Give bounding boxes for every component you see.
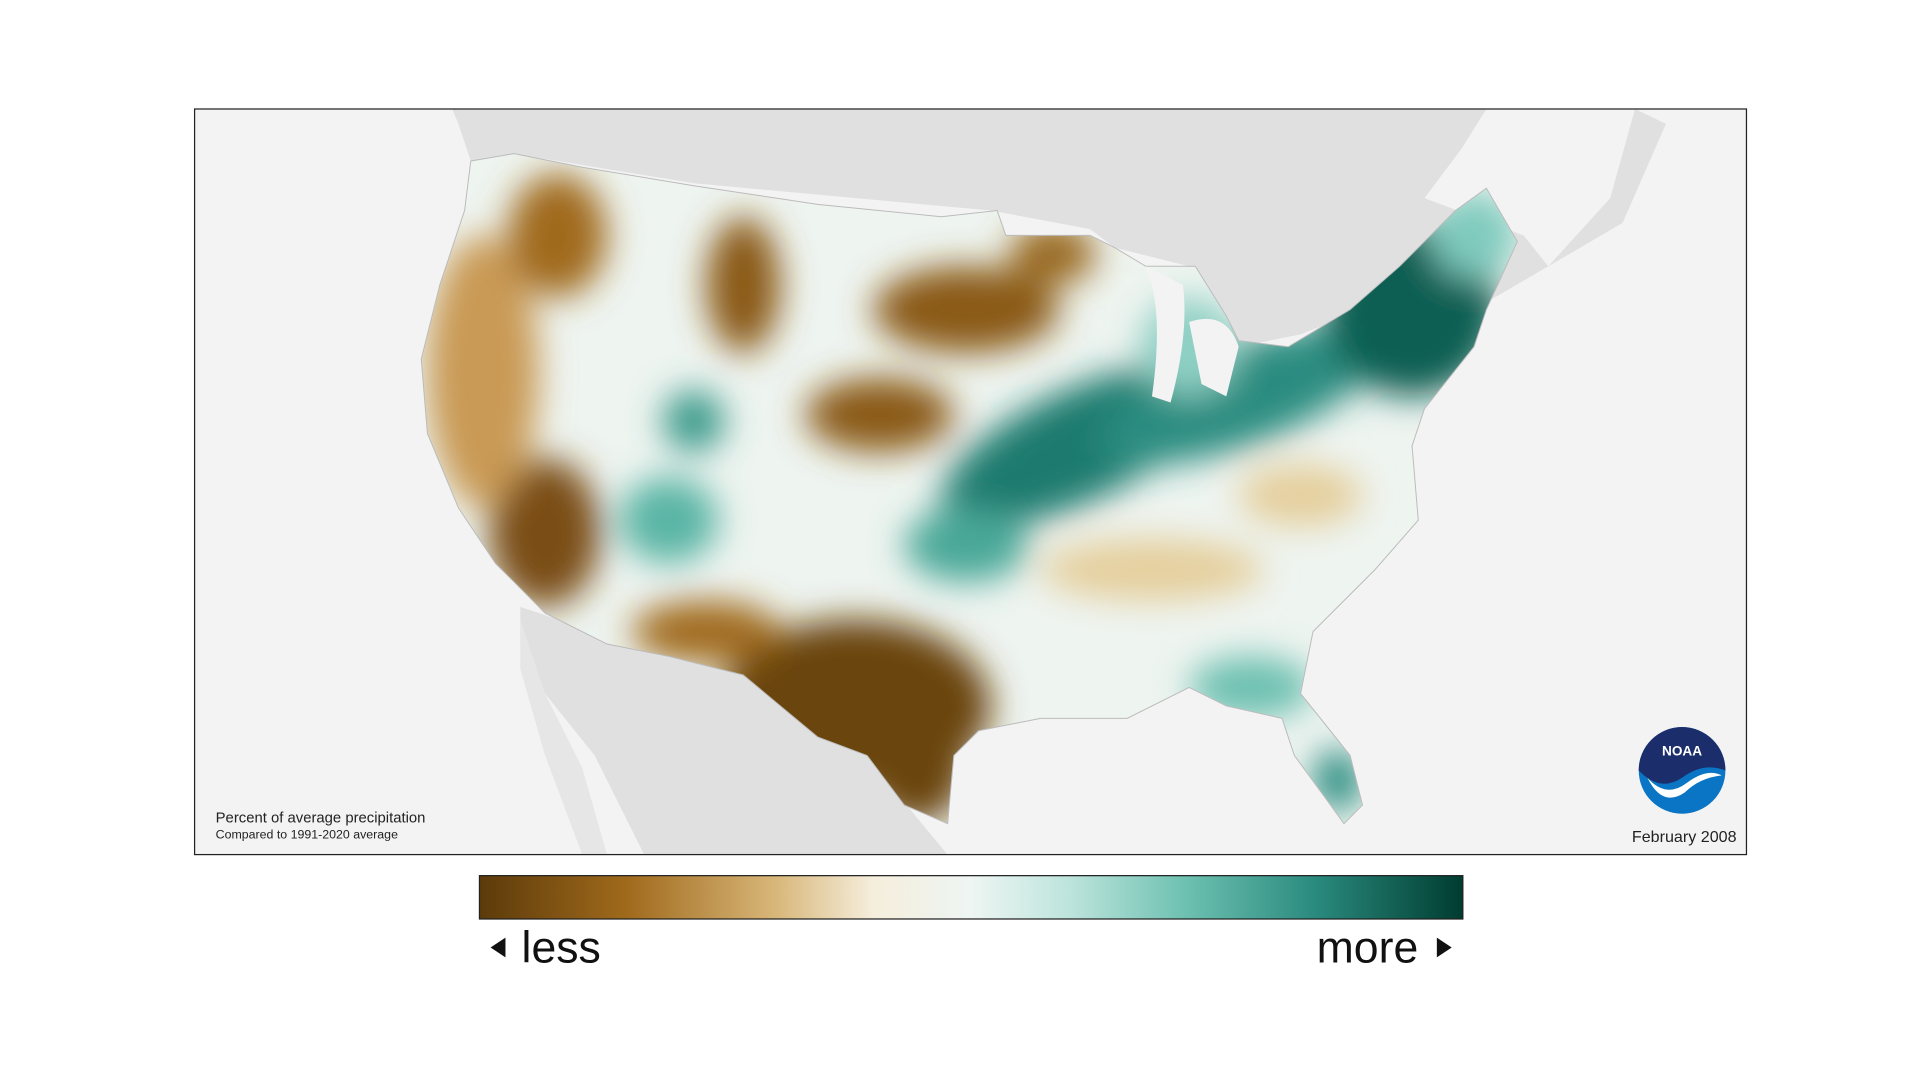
baja-land: [520, 619, 608, 855]
legend-less: less: [522, 923, 601, 972]
canada-land: [452, 108, 1666, 347]
colorbar: [478, 875, 1464, 920]
map-area: [194, 108, 1747, 855]
logo-text: NOAA: [1662, 744, 1702, 759]
noaa-logo: NOAA: [1638, 727, 1726, 814]
more-arrow: [1436, 937, 1452, 958]
mexico-land: [520, 606, 948, 855]
map-date: February 2008: [1632, 828, 1737, 846]
logo-top: [1638, 727, 1726, 784]
map-frame: [193, 108, 1748, 856]
caption-subtitle: Compared to 1991-2020 average: [216, 827, 398, 841]
caption-title: Percent of average precipitation: [216, 810, 426, 826]
us-outline: [420, 153, 1518, 825]
logo-bird: [1647, 772, 1722, 798]
legend-more: more: [1317, 923, 1419, 972]
less-arrow: [490, 937, 506, 958]
great-lakes: [1145, 266, 1239, 403]
